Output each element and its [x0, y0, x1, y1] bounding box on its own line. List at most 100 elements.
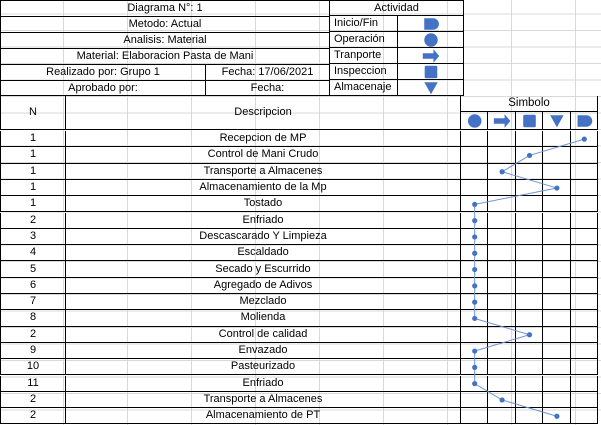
- symbol-cell[interactable]: [543, 375, 571, 392]
- approved-by-cell[interactable]: Aprobado por:: [0, 80, 206, 96]
- symbol-cell[interactable]: [515, 147, 544, 164]
- symbol-cell[interactable]: [570, 212, 598, 229]
- legend-label-start-end[interactable]: Inicio/Fin: [330, 16, 398, 32]
- symbol-cell[interactable]: [488, 131, 516, 148]
- legend-label-storage[interactable]: Almacenaje: [330, 80, 398, 96]
- symbol-cell[interactable]: [461, 391, 489, 409]
- row-description-cell[interactable]: Pasteurizado: [66, 359, 461, 376]
- row-number-cell[interactable]: 5: [0, 261, 66, 278]
- row-description-cell[interactable]: Recepcion de MP: [66, 131, 461, 148]
- symbol-cell[interactable]: [488, 294, 516, 311]
- symbol-cell[interactable]: [461, 408, 489, 425]
- symbol-cell[interactable]: [515, 359, 544, 376]
- row-description-cell[interactable]: Enfriado: [66, 212, 461, 229]
- symbol-cell[interactable]: [570, 359, 598, 376]
- row-number-cell[interactable]: 2: [0, 212, 66, 229]
- row-number-cell[interactable]: 11: [0, 375, 66, 392]
- row-description-cell[interactable]: Almacenamiento de la Mp: [66, 179, 461, 197]
- symbol-cell[interactable]: [543, 342, 571, 360]
- symbol-cell[interactable]: [543, 408, 571, 425]
- row-number-cell[interactable]: 1: [0, 147, 66, 164]
- row-number-cell[interactable]: 2: [0, 408, 66, 425]
- symbol-cell[interactable]: [488, 359, 516, 376]
- row-description-cell[interactable]: Molienda: [66, 310, 461, 327]
- row-number-cell[interactable]: 1: [0, 131, 66, 148]
- legend-label-inspection[interactable]: Inspeccion: [330, 64, 398, 80]
- row-description-cell[interactable]: Agregado de Adivos: [66, 277, 461, 294]
- symbol-cell[interactable]: [543, 228, 571, 246]
- row-number-cell[interactable]: 1: [0, 196, 66, 213]
- legend-label-transport[interactable]: Tranporte: [330, 48, 398, 64]
- symbol-cell[interactable]: [515, 326, 544, 343]
- symbol-cell[interactable]: [543, 294, 571, 311]
- row-number-cell[interactable]: 4: [0, 245, 66, 262]
- row-number-cell[interactable]: 6: [0, 277, 66, 294]
- symbol-cell[interactable]: [543, 179, 571, 197]
- symbol-cell[interactable]: [515, 131, 544, 148]
- symbol-cell[interactable]: [461, 375, 489, 392]
- symbol-cell[interactable]: [570, 147, 598, 164]
- symbol-cell[interactable]: [488, 212, 516, 229]
- row-number-cell[interactable]: 8: [0, 310, 66, 327]
- symbol-cell[interactable]: [488, 342, 516, 360]
- symbol-cell[interactable]: [488, 228, 516, 246]
- symbol-cell[interactable]: [488, 261, 516, 278]
- symbol-cell[interactable]: [570, 131, 598, 148]
- row-description-cell[interactable]: Control de Mani Crudo: [66, 147, 461, 164]
- symbol-cell[interactable]: [570, 342, 598, 360]
- row-description-cell[interactable]: Transporte a Almacenes: [66, 163, 461, 180]
- symbol-cell[interactable]: [488, 326, 516, 343]
- symbol-cell[interactable]: [543, 212, 571, 229]
- symbol-cell[interactable]: [515, 342, 544, 360]
- symbol-cell[interactable]: [543, 310, 571, 327]
- symbol-cell[interactable]: [461, 310, 489, 327]
- column-header-description[interactable]: Descripcion: [66, 96, 461, 130]
- symbol-cell[interactable]: [515, 408, 544, 425]
- row-description-cell[interactable]: Descascarado Y Limpieza: [66, 228, 461, 246]
- symbol-cell[interactable]: [515, 179, 544, 197]
- symbol-cell[interactable]: [570, 294, 598, 311]
- symbol-cell[interactable]: [543, 326, 571, 343]
- symbol-cell[interactable]: [461, 163, 489, 180]
- row-description-cell[interactable]: Tostado: [66, 196, 461, 213]
- symbol-cell[interactable]: [543, 277, 571, 294]
- symbol-cell[interactable]: [515, 196, 544, 213]
- symbol-cell[interactable]: [570, 179, 598, 197]
- row-number-cell[interactable]: 10: [0, 359, 66, 376]
- symbol-cell[interactable]: [488, 196, 516, 213]
- row-description-cell[interactable]: Escaldado: [66, 245, 461, 262]
- symbol-cell[interactable]: [515, 294, 544, 311]
- row-number-cell[interactable]: 1: [0, 179, 66, 197]
- symbol-cell[interactable]: [488, 179, 516, 197]
- symbol-cell[interactable]: [488, 147, 516, 164]
- symbol-cell[interactable]: [515, 245, 544, 262]
- symbol-cell[interactable]: [488, 408, 516, 425]
- symbol-cell[interactable]: [570, 245, 598, 262]
- analysis-cell[interactable]: Analisis: Material: [0, 32, 330, 48]
- symbol-cell[interactable]: [570, 310, 598, 327]
- symbol-cell[interactable]: [570, 391, 598, 409]
- symbol-cell[interactable]: [488, 163, 516, 180]
- symbol-cell[interactable]: [461, 179, 489, 197]
- row-number-cell[interactable]: 7: [0, 294, 66, 311]
- symbol-cell[interactable]: [570, 196, 598, 213]
- row-description-cell[interactable]: Control de calidad: [66, 326, 461, 343]
- symbol-cell[interactable]: [461, 147, 489, 164]
- symbol-cell[interactable]: [488, 245, 516, 262]
- legend-label-operation[interactable]: Operación: [330, 32, 398, 48]
- symbol-cell[interactable]: [515, 228, 544, 246]
- symbol-cell[interactable]: [543, 163, 571, 180]
- symbol-cell[interactable]: [570, 277, 598, 294]
- row-number-cell[interactable]: 3: [0, 228, 66, 246]
- column-header-n[interactable]: N: [0, 96, 66, 130]
- activity-title[interactable]: Actividad: [330, 0, 464, 16]
- row-description-cell[interactable]: Mezclado: [66, 294, 461, 311]
- row-description-cell[interactable]: Envazado: [66, 342, 461, 360]
- row-description-cell[interactable]: Almacenamiento de PT: [66, 408, 461, 425]
- symbol-cell[interactable]: [543, 196, 571, 213]
- symbol-cell[interactable]: [515, 277, 544, 294]
- diagram-number-cell[interactable]: Diagrama N°: 1: [0, 0, 330, 16]
- row-number-cell[interactable]: 1: [0, 163, 66, 180]
- symbol-cell[interactable]: [515, 212, 544, 229]
- material-cell[interactable]: Material: Elaboracion Pasta de Mani: [0, 48, 330, 64]
